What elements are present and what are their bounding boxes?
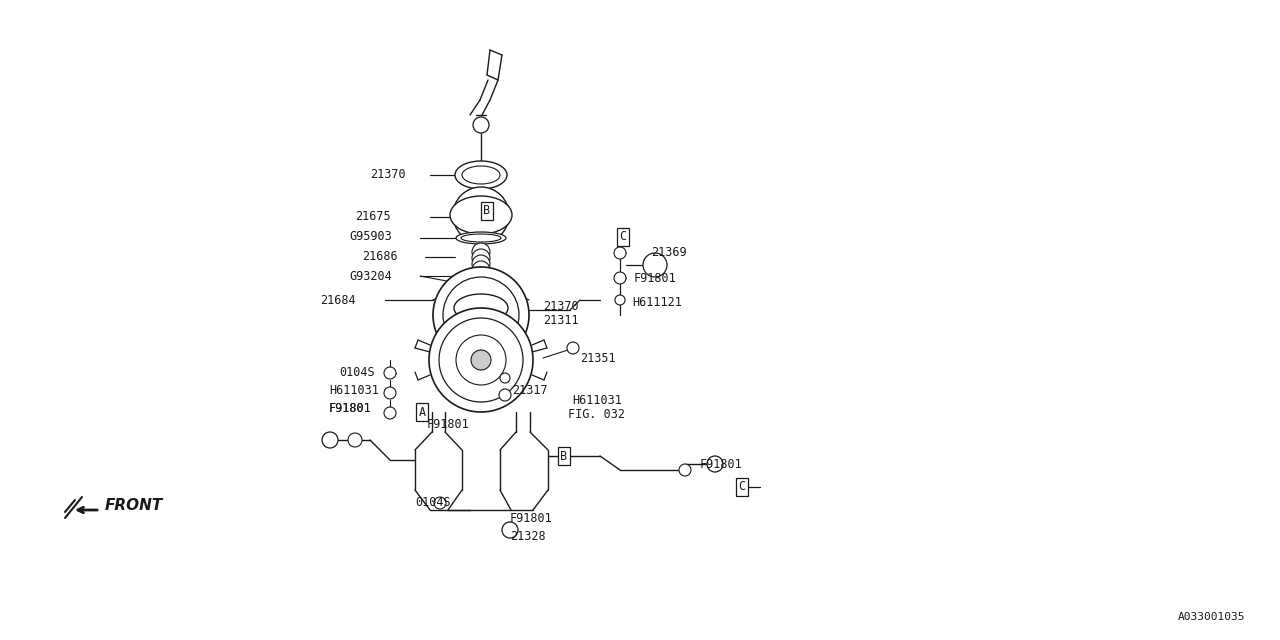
Circle shape xyxy=(439,318,524,402)
Circle shape xyxy=(348,433,362,447)
Ellipse shape xyxy=(461,281,500,289)
Circle shape xyxy=(453,187,509,243)
Text: FIG. 032: FIG. 032 xyxy=(568,408,625,420)
Circle shape xyxy=(433,267,529,363)
Text: 21311: 21311 xyxy=(543,314,579,326)
Ellipse shape xyxy=(462,166,500,184)
Text: C: C xyxy=(620,230,627,243)
Circle shape xyxy=(443,277,518,353)
Circle shape xyxy=(567,342,579,354)
Circle shape xyxy=(471,350,492,370)
Text: G93204: G93204 xyxy=(349,269,392,282)
Circle shape xyxy=(323,432,338,448)
Circle shape xyxy=(500,373,509,383)
Text: F91801: F91801 xyxy=(428,419,470,431)
Circle shape xyxy=(434,497,445,509)
Circle shape xyxy=(461,295,500,335)
Text: 21684: 21684 xyxy=(320,294,356,307)
Text: F91801: F91801 xyxy=(329,401,371,415)
Text: 21370: 21370 xyxy=(370,168,406,182)
Text: 21369: 21369 xyxy=(652,246,686,259)
Text: B: B xyxy=(484,205,490,218)
Ellipse shape xyxy=(456,279,506,291)
Circle shape xyxy=(643,253,667,277)
Circle shape xyxy=(384,367,396,379)
Ellipse shape xyxy=(456,232,506,244)
Circle shape xyxy=(472,249,490,267)
Text: A: A xyxy=(419,406,425,419)
Text: 21370: 21370 xyxy=(543,301,579,314)
Text: FRONT: FRONT xyxy=(105,497,164,513)
Text: F91801: F91801 xyxy=(509,511,553,525)
Circle shape xyxy=(614,247,626,259)
Circle shape xyxy=(472,261,490,279)
Text: F91801: F91801 xyxy=(329,401,371,415)
Circle shape xyxy=(614,272,626,284)
Circle shape xyxy=(614,295,625,305)
Text: 21686: 21686 xyxy=(362,250,398,264)
Ellipse shape xyxy=(454,161,507,189)
Text: F91801: F91801 xyxy=(700,458,742,470)
Circle shape xyxy=(463,197,499,233)
Text: 21317: 21317 xyxy=(512,383,548,397)
Text: G95903: G95903 xyxy=(349,230,392,243)
Circle shape xyxy=(456,335,506,385)
Ellipse shape xyxy=(451,196,512,234)
Circle shape xyxy=(474,207,489,223)
Text: 0104S: 0104S xyxy=(415,495,451,509)
Ellipse shape xyxy=(454,294,508,322)
Text: A033001035: A033001035 xyxy=(1178,612,1245,622)
Text: 21675: 21675 xyxy=(355,211,390,223)
Text: H611031: H611031 xyxy=(329,383,379,397)
Text: 21351: 21351 xyxy=(580,351,616,365)
Circle shape xyxy=(384,407,396,419)
Circle shape xyxy=(472,243,490,261)
Circle shape xyxy=(429,308,532,412)
Text: 21328: 21328 xyxy=(509,529,545,543)
Circle shape xyxy=(472,267,490,285)
Circle shape xyxy=(678,464,691,476)
Circle shape xyxy=(499,389,511,401)
Circle shape xyxy=(474,117,489,133)
Text: B: B xyxy=(561,449,567,463)
Ellipse shape xyxy=(461,234,500,242)
Circle shape xyxy=(707,456,723,472)
Circle shape xyxy=(472,255,490,273)
Text: 0104S: 0104S xyxy=(339,365,375,378)
Text: H611031: H611031 xyxy=(572,394,622,406)
Text: C: C xyxy=(739,481,745,493)
Text: H611121: H611121 xyxy=(632,296,682,308)
Circle shape xyxy=(384,387,396,399)
Circle shape xyxy=(502,522,518,538)
Text: F91801: F91801 xyxy=(634,271,677,285)
